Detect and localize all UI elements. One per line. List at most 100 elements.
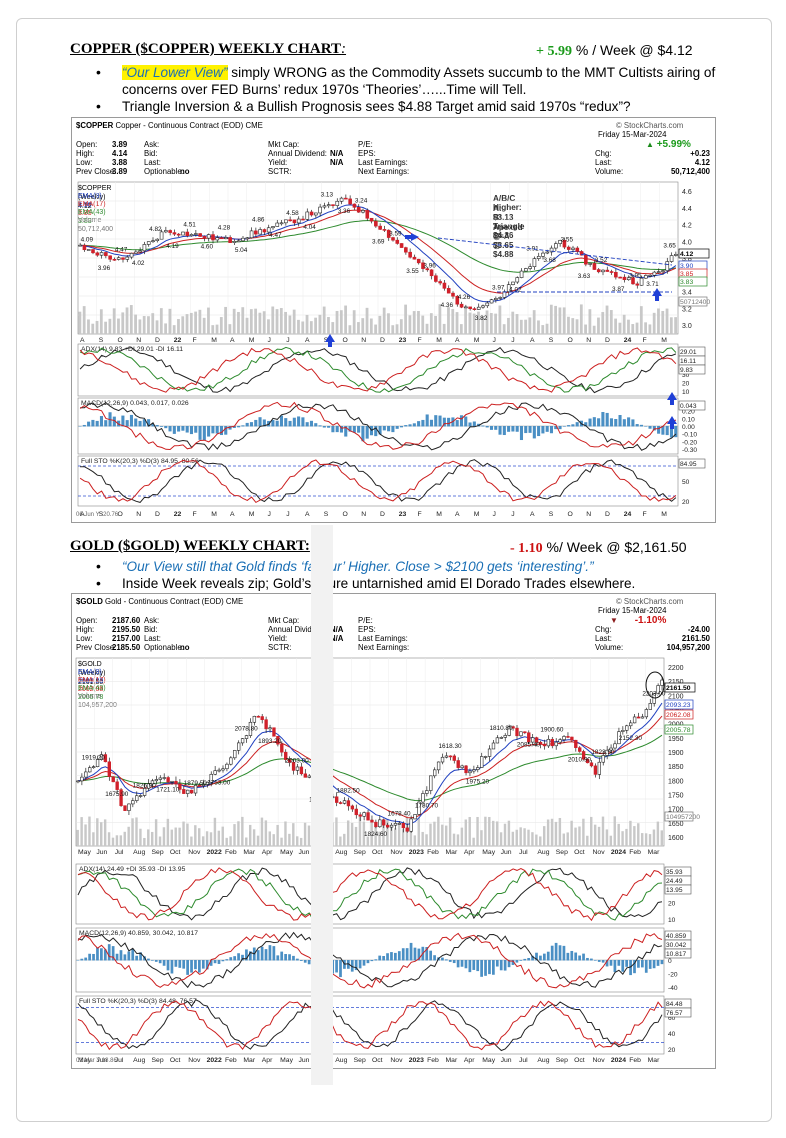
volume-bar [421, 831, 424, 846]
candle-body [554, 741, 558, 747]
candle-body [382, 819, 386, 826]
macd-histogram-bar [434, 415, 438, 427]
quote-value: 4.12 [694, 158, 710, 167]
price-annotation: 4.28 [218, 224, 231, 231]
volume-bar [618, 322, 622, 334]
volume-bar [299, 837, 303, 846]
macd-histogram-bar [182, 960, 186, 969]
candle-body [215, 237, 220, 241]
price-annotation: 4.82 [149, 226, 162, 233]
x-axis-tick: N [361, 337, 366, 344]
volume-bar [147, 316, 150, 334]
volume-bar [178, 827, 181, 846]
macd-histogram-bar [665, 426, 669, 436]
y-axis-tick: 3.4 [682, 290, 692, 297]
macd-histogram-bar [84, 957, 88, 961]
candle-body [296, 218, 301, 224]
volume-bar [386, 818, 389, 846]
volume-bar [452, 833, 456, 846]
macd-histogram-bar [296, 958, 299, 961]
legend-item: Volume 104,957,200 [78, 693, 117, 709]
macd-histogram-bar [417, 948, 421, 961]
macd-histogram-bar [142, 419, 146, 427]
quote-label: Yield: [268, 634, 288, 643]
candle-body [268, 727, 272, 730]
indicator-tag-value: 13.95 [666, 887, 683, 894]
volume-bar [554, 821, 558, 846]
macd-histogram-bar [468, 960, 472, 973]
volume-bar [460, 827, 464, 846]
macd-histogram-bar [472, 421, 476, 427]
indicator-tag [664, 1007, 692, 1018]
volume-bar [554, 305, 557, 334]
x-axis-tick: Apr [262, 849, 273, 856]
candle-body [541, 252, 545, 257]
volume-bar [579, 304, 583, 334]
volume-bar [275, 309, 279, 334]
macd-histogram-bar [625, 960, 629, 967]
macd-histogram-bar [656, 960, 660, 966]
quote-label: Next Earnings: [358, 643, 410, 652]
macd-histogram-bar [224, 426, 228, 435]
blue-arrow-icon [667, 416, 677, 424]
quote-label: Yield: [268, 158, 288, 167]
volume-bar [138, 319, 142, 334]
x-axis-tick-bottom: O [343, 511, 348, 518]
volume-bar [181, 316, 185, 334]
volume-bar [241, 307, 245, 334]
volume-bar [657, 308, 660, 334]
candle-body [579, 251, 584, 256]
indicator-line [80, 401, 677, 451]
volume-bar [531, 832, 534, 846]
x-axis-tick: 24 [624, 337, 632, 344]
copper-weekly-change: + 5.99 % / Week @ $4.12 [536, 42, 693, 59]
volume-bar [401, 829, 405, 846]
volume-bar [219, 317, 223, 334]
x-axis-tick-bottom: M [436, 511, 442, 518]
macd-histogram-bar [229, 957, 233, 961]
volume-bar [280, 837, 283, 846]
quote-label: Bid: [144, 149, 158, 158]
macd-histogram-bar [361, 426, 365, 442]
y-axis-tick: 4.0 [682, 239, 692, 246]
candle-body [224, 237, 228, 240]
volume-bar [421, 315, 425, 334]
quote-label: Volume: [595, 167, 624, 176]
candle-body [648, 703, 652, 710]
macd-histogram-bar [100, 948, 103, 961]
x-axis-tick-bottom: A [530, 511, 535, 518]
candle-body [284, 751, 288, 760]
candle-body [629, 722, 633, 727]
macd-histogram-bar [309, 420, 314, 427]
gold-chart-title: $GOLD Gold - Continuous Contract (EOD) C… [76, 597, 244, 606]
candle-body [409, 818, 413, 832]
volume-bar [92, 832, 95, 846]
candle-body [442, 282, 447, 289]
macd-histogram-bar [639, 424, 644, 427]
volume-bar [164, 323, 167, 334]
candle-body [617, 731, 621, 745]
candle-body [159, 231, 164, 240]
price-annotation: 1823.50 [591, 749, 615, 756]
macd-histogram-bar [177, 426, 181, 432]
quote-value: 50,712,400 [670, 167, 710, 176]
candle-body [365, 210, 370, 219]
quote-label: Optionable: [144, 167, 184, 176]
candle-body [245, 237, 250, 240]
candle-body [82, 244, 87, 251]
candle-body [487, 748, 492, 757]
macd-histogram-bar [307, 960, 311, 965]
indicator-panel [77, 343, 679, 397]
macd-histogram-bar [339, 960, 342, 978]
volume-bar [523, 828, 526, 846]
price-tag [664, 682, 696, 693]
volume-bar [625, 828, 628, 846]
macd-histogram-bar [143, 956, 146, 961]
price-annotation: 3.69 [372, 238, 385, 245]
indicator-label: Full STO %K(20,3) %D(3) 84.48, 76.57 [79, 998, 197, 1005]
macd-histogram-bar [322, 426, 326, 428]
macd-histogram-bar [554, 426, 558, 430]
price-annotation: 4.51 [183, 221, 196, 228]
volume-bar [194, 311, 197, 334]
chart-footer: 01 Mar Y 18.86 [76, 1058, 117, 1064]
